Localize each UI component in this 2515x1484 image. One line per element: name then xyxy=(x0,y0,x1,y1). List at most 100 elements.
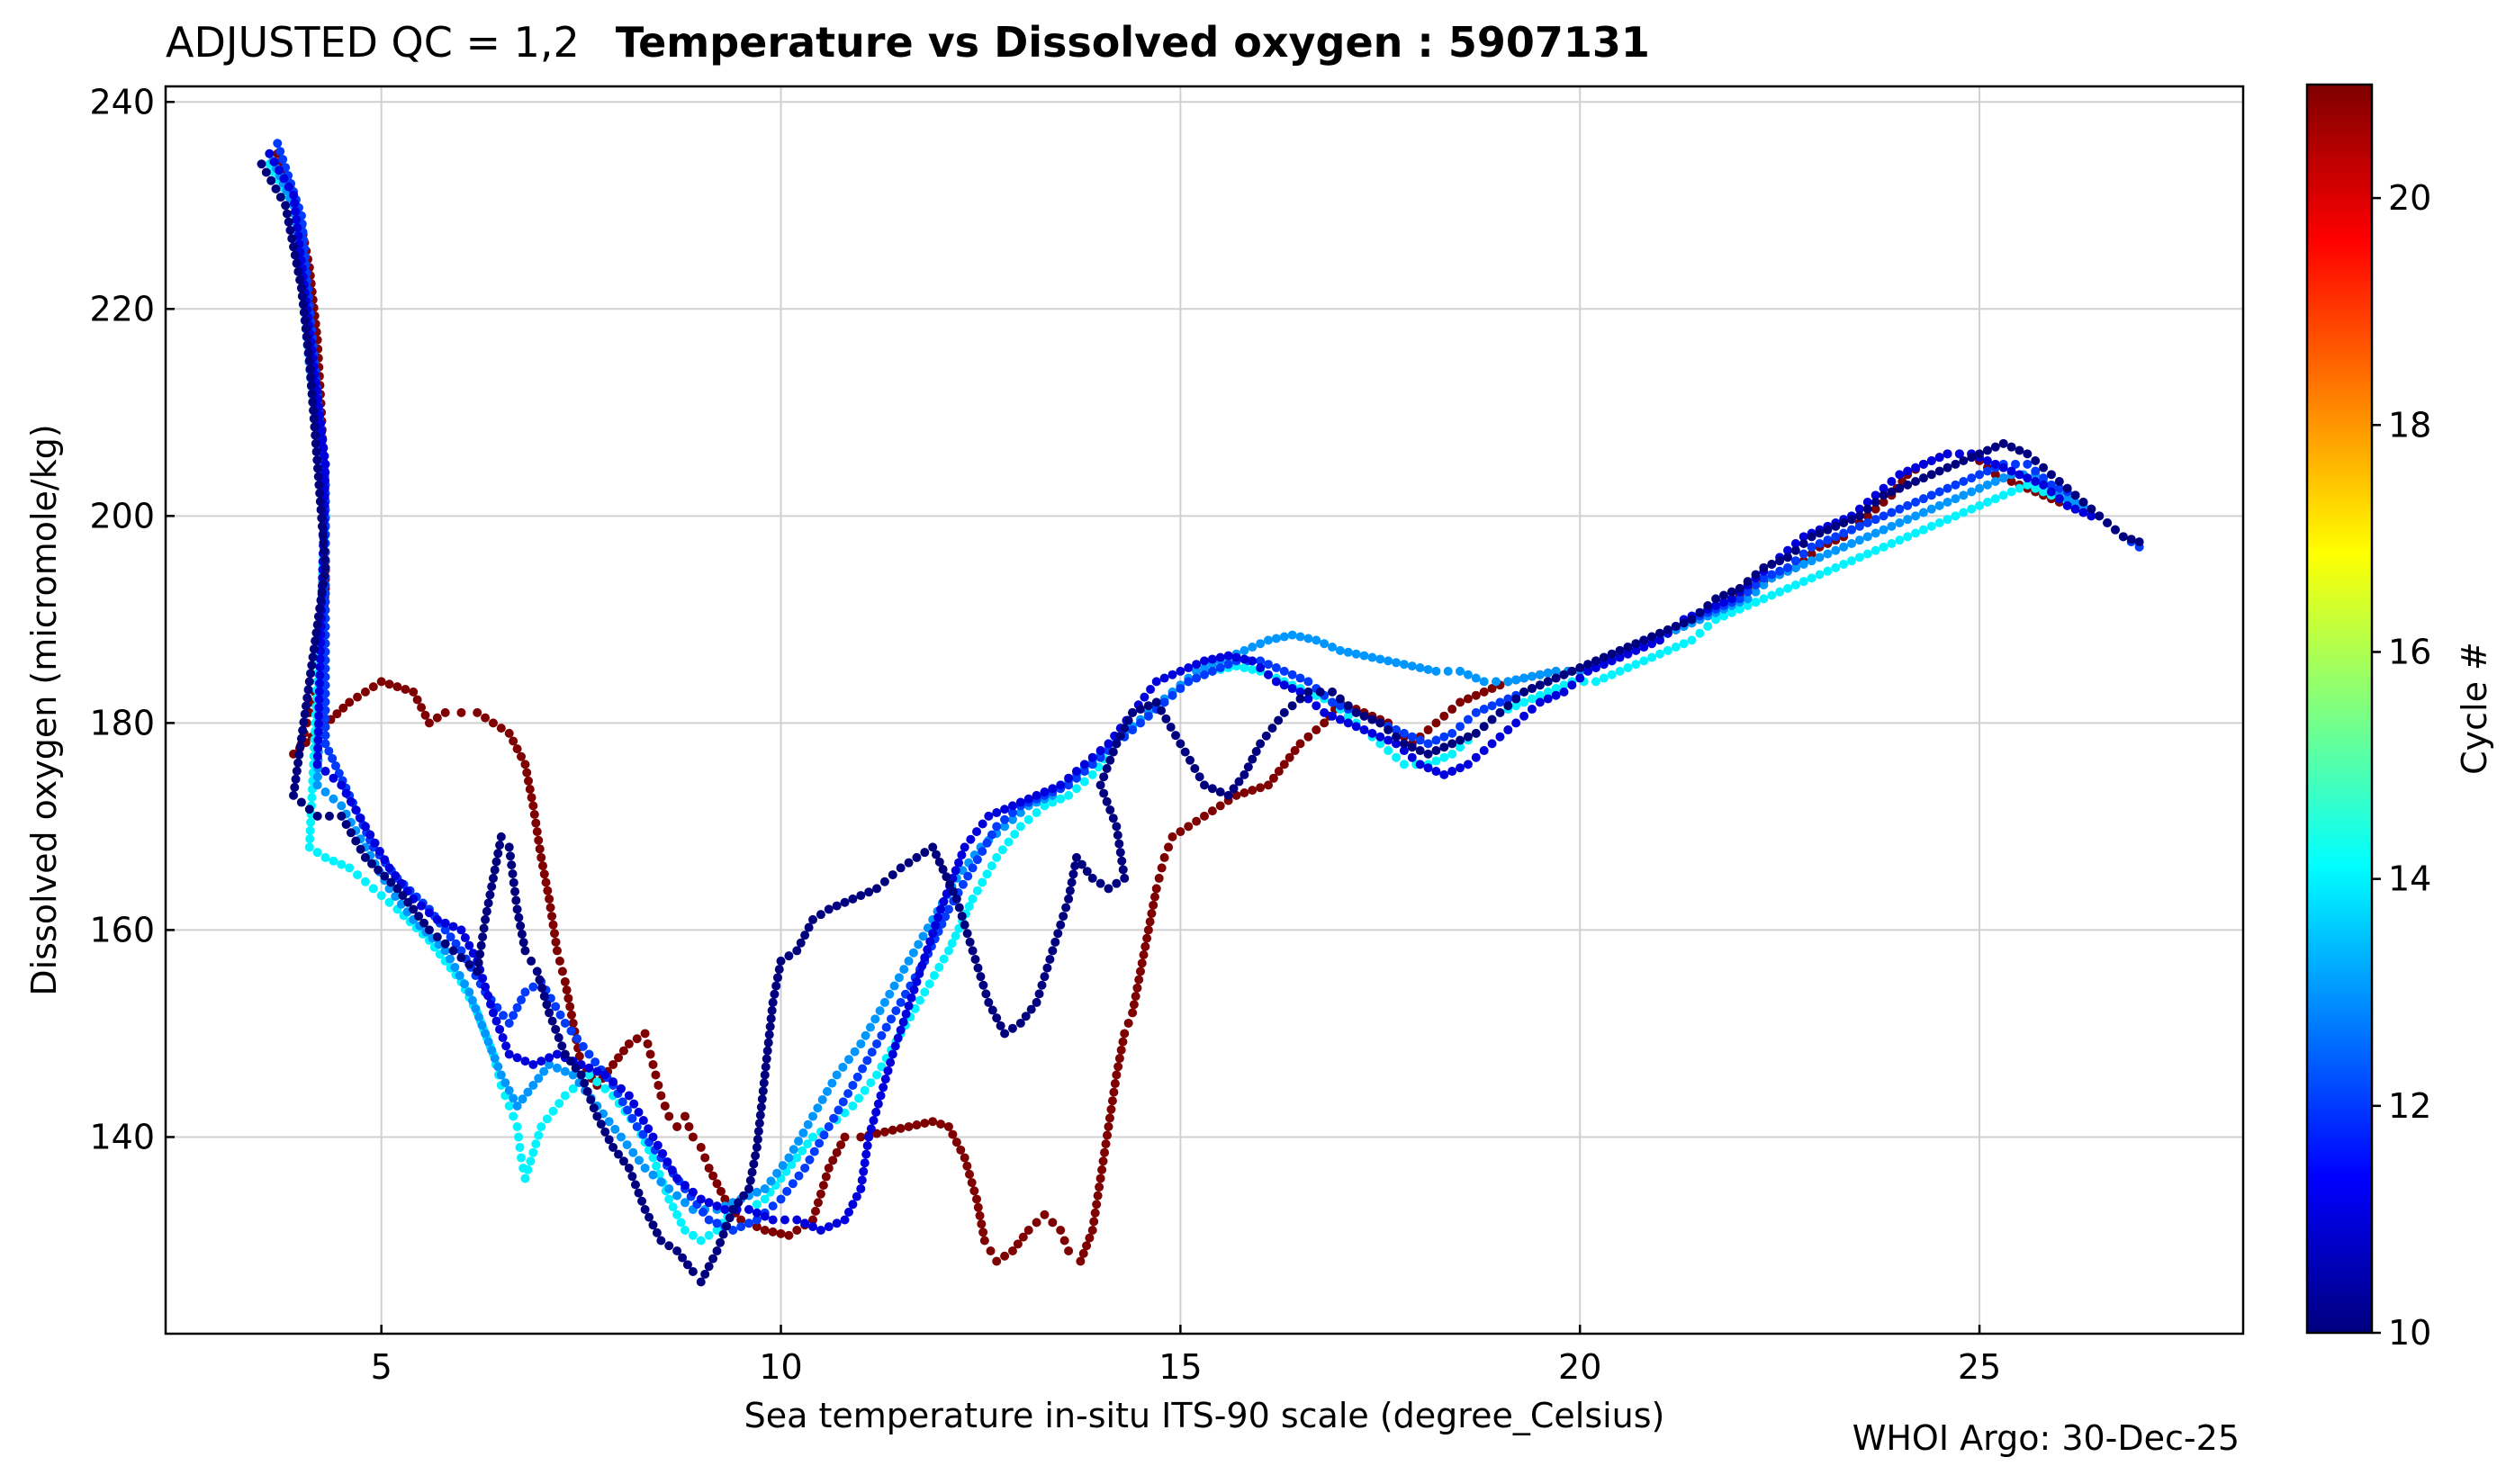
data-point xyxy=(319,443,329,453)
data-point xyxy=(269,157,279,166)
data-point xyxy=(986,1246,996,1255)
data-point xyxy=(816,1189,825,1199)
data-point xyxy=(981,989,991,999)
data-point xyxy=(419,918,429,928)
data-point xyxy=(528,1147,538,1157)
data-point xyxy=(554,956,564,966)
data-point xyxy=(1335,645,1345,655)
data-point xyxy=(1251,747,1261,757)
data-point xyxy=(872,1039,882,1048)
data-point xyxy=(303,347,313,357)
data-point xyxy=(1679,639,1689,649)
data-point xyxy=(871,1107,881,1117)
data-point xyxy=(1926,490,1936,500)
data-point xyxy=(1399,728,1409,738)
data-point xyxy=(914,940,924,949)
data-point xyxy=(537,861,547,871)
data-point xyxy=(1248,643,1258,652)
data-point xyxy=(289,790,299,800)
data-point xyxy=(948,1129,958,1139)
data-point xyxy=(734,1198,744,1208)
data-point xyxy=(1823,535,1833,545)
data-point xyxy=(1990,494,2000,504)
data-point xyxy=(1887,539,1897,549)
data-point xyxy=(1087,752,1097,762)
data-point xyxy=(304,677,314,687)
data-point xyxy=(1128,1008,1138,1018)
data-point xyxy=(1527,694,1537,704)
data-point xyxy=(313,743,323,753)
data-point xyxy=(904,858,914,868)
data-point xyxy=(1375,739,1385,749)
data-point xyxy=(1312,701,1321,711)
colorbar-tick-label: 12 xyxy=(2388,1086,2431,1126)
data-point xyxy=(346,828,356,838)
data-point xyxy=(656,1236,666,1246)
data-point xyxy=(1911,511,1921,521)
data-point xyxy=(1511,718,1521,728)
data-point xyxy=(813,1103,823,1113)
data-point xyxy=(828,1156,838,1165)
data-point xyxy=(279,174,289,184)
data-point xyxy=(1048,1218,1058,1228)
data-point xyxy=(514,1132,524,1142)
data-point xyxy=(956,1145,966,1155)
data-point xyxy=(275,166,284,175)
data-point xyxy=(1248,656,1258,666)
data-point xyxy=(528,1080,538,1090)
data-point xyxy=(972,886,982,895)
data-point xyxy=(996,1021,1005,1030)
data-point xyxy=(578,1041,588,1051)
data-point xyxy=(1256,783,1266,793)
data-point xyxy=(1023,1225,1033,1235)
data-point xyxy=(648,1153,658,1163)
data-point xyxy=(1139,950,1149,960)
x-tick-label: 20 xyxy=(1558,1347,1601,1387)
data-point xyxy=(584,1063,594,1073)
data-point xyxy=(951,931,960,940)
data-point xyxy=(1064,773,1074,783)
data-point xyxy=(483,991,493,1001)
data-point xyxy=(1647,652,1657,662)
data-point xyxy=(954,858,964,868)
colorbar-tick-label: 20 xyxy=(2388,178,2431,218)
data-point xyxy=(1943,449,1952,459)
data-point xyxy=(1087,1225,1097,1235)
data-point xyxy=(1271,663,1281,673)
data-point xyxy=(409,904,419,914)
data-point xyxy=(753,1135,762,1145)
data-point xyxy=(1114,1054,1124,1064)
data-point xyxy=(1207,784,1217,794)
data-point xyxy=(1157,863,1167,873)
data-point xyxy=(528,801,538,811)
data-point xyxy=(509,1011,518,1021)
data-point xyxy=(1264,635,1274,645)
data-point xyxy=(539,992,549,1002)
data-point xyxy=(808,914,818,924)
data-point xyxy=(1118,865,1128,875)
data-point xyxy=(1079,777,1089,787)
data-point xyxy=(312,751,322,761)
data-point xyxy=(324,811,334,821)
chart-header: ADJUSTED QC = 1,2 Temperature vs Dissolve… xyxy=(166,18,1650,67)
data-point xyxy=(1274,767,1284,777)
data-point xyxy=(1095,878,1105,888)
data-point xyxy=(309,644,319,654)
data-point xyxy=(320,731,330,741)
data-point xyxy=(337,811,347,821)
data-point xyxy=(1423,664,1433,674)
data-point xyxy=(481,982,491,992)
data-point xyxy=(306,669,316,679)
data-point xyxy=(1607,649,1617,659)
data-point xyxy=(977,1219,987,1229)
colorbar-tick-label: 16 xyxy=(2388,632,2431,671)
data-point xyxy=(1078,1248,1088,1258)
data-point xyxy=(304,842,314,852)
x-axis-label: Sea temperature in-situ ITS-90 scale (de… xyxy=(744,1396,1665,1435)
data-point xyxy=(600,1070,610,1080)
data-point xyxy=(1926,470,1936,480)
data-point xyxy=(298,725,308,735)
data-point xyxy=(704,1230,714,1240)
data-point xyxy=(761,1062,771,1072)
data-point xyxy=(1487,701,1497,711)
